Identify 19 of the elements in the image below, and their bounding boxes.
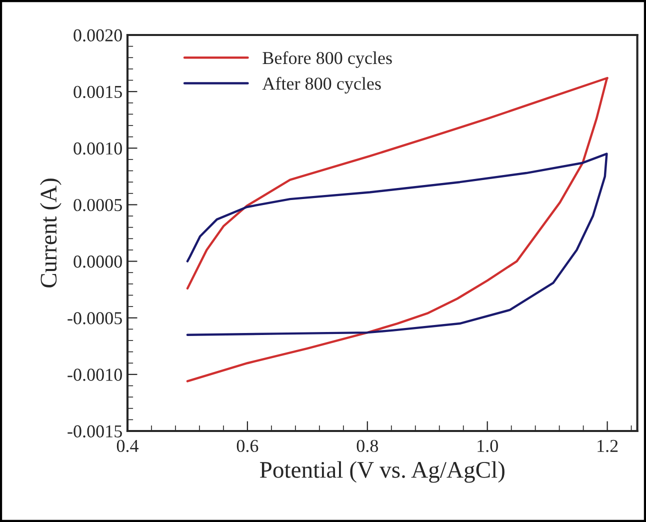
x-tick-label: 0.8 <box>356 440 378 452</box>
x-axis-title: Potential (V vs. Ag/AgCl) <box>260 461 504 483</box>
y-tick-label: 0.0010 <box>74 142 122 155</box>
y-tick-label: 0.0020 <box>74 29 122 42</box>
y-axis-title: Current (A) <box>40 178 62 288</box>
x-tick-label: 1.0 <box>478 440 498 452</box>
y-tick-label: 0.0015 <box>74 86 122 98</box>
y-tick-label: -0.0005 <box>68 312 122 324</box>
x-tick-label: 1.2 <box>598 440 618 452</box>
x-tick-label: 0.6 <box>236 440 258 452</box>
x-tick-label: 0.4 <box>116 440 139 452</box>
legend-label: Before 800 cycles <box>262 51 392 68</box>
y-tick-label: 0.0005 <box>74 198 122 212</box>
line-series <box>186 76 608 382</box>
y-tick-label: 0.0000 <box>74 256 122 268</box>
line-series <box>186 152 608 336</box>
y-tick-label: -0.0010 <box>68 368 122 381</box>
legend-label: After 800 cycles <box>262 76 381 94</box>
y-tick-label: -0.0015 <box>68 425 122 438</box>
